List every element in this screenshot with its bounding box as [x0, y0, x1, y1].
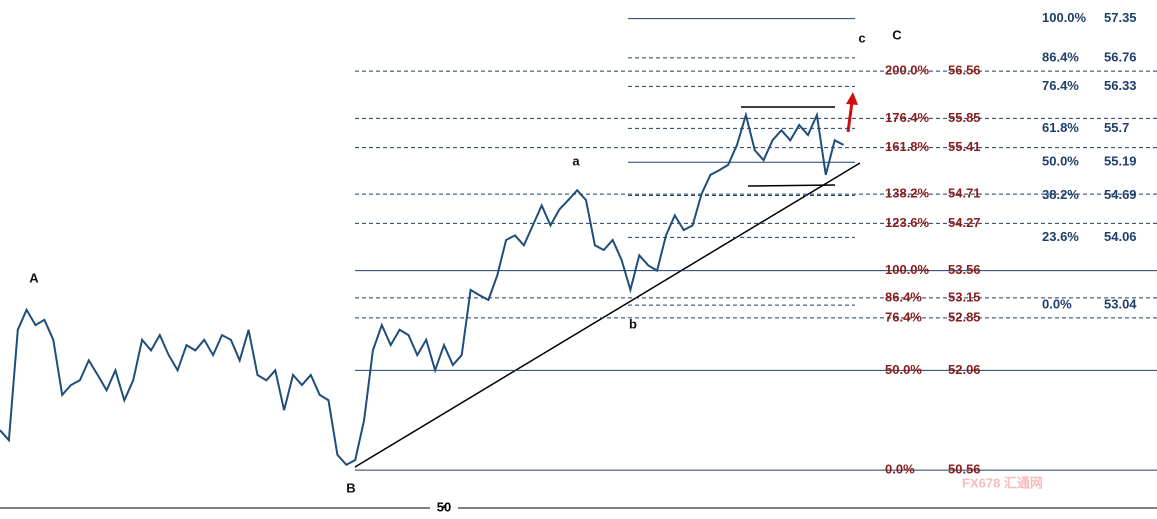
wave-label: C [892, 27, 902, 42]
fib-value: 56.76 [1104, 49, 1137, 64]
fib-value: 53.56 [948, 262, 981, 277]
fib-value: 55.85 [948, 110, 981, 125]
x-tick-label: 50 [437, 499, 451, 514]
fib-percent: 138.2% [885, 186, 930, 201]
fib-percent: 100.0% [885, 262, 930, 277]
fib-percent: 50.0% [885, 362, 922, 377]
fib-percent: 123.6% [885, 215, 930, 230]
fib-percent: 86.4% [1042, 49, 1079, 64]
fib-value: 54.06 [1104, 229, 1137, 244]
fib-percent: 161.8% [885, 139, 930, 154]
wave-label: c [858, 30, 865, 45]
fib-value: 54.69 [1104, 187, 1137, 202]
fib-percent: 23.6% [1042, 229, 1079, 244]
fib-value: 56.33 [1104, 78, 1137, 93]
fib-percent: 50.0% [1042, 154, 1079, 169]
channel-bottom [747, 184, 836, 187]
fib-value: 55.41 [948, 139, 981, 154]
fib-value: 57.35 [1104, 10, 1137, 25]
fib-percent: 76.4% [1042, 78, 1079, 93]
trend-line [354, 162, 861, 468]
fib-value: 54.71 [948, 186, 981, 201]
fib-percent: 0.0% [1042, 297, 1072, 312]
wave-label: a [572, 153, 580, 168]
fib-value: 52.85 [948, 309, 981, 324]
fib-value: 56.56 [948, 63, 981, 78]
fib-value: 53.04 [1104, 297, 1137, 312]
fib-percent: 100.0% [1042, 10, 1087, 25]
fib-percent: 86.4% [885, 289, 922, 304]
up-arrow [846, 92, 858, 133]
wave-label: b [629, 316, 637, 331]
fib-percent: 0.0% [885, 462, 915, 477]
fib-percent: 76.4% [885, 309, 922, 324]
fib-value: 50.56 [948, 462, 981, 477]
fib-value: 54.27 [948, 215, 981, 230]
fib-percent: 38.2% [1042, 187, 1079, 202]
fib-percent: 61.8% [1042, 120, 1079, 135]
fib-value: 55.7 [1104, 120, 1129, 135]
fib-value: 55.19 [1104, 154, 1137, 169]
fib-value: 52.06 [948, 362, 981, 377]
fib-percent: 200.0% [885, 63, 930, 78]
fib-percent: 176.4% [885, 110, 930, 125]
wave-label: A [29, 270, 39, 285]
price-line [0, 111, 845, 467]
fib-value: 53.15 [948, 289, 981, 304]
wave-label: B [346, 480, 355, 495]
watermark: FX678 汇通网 [962, 475, 1043, 490]
